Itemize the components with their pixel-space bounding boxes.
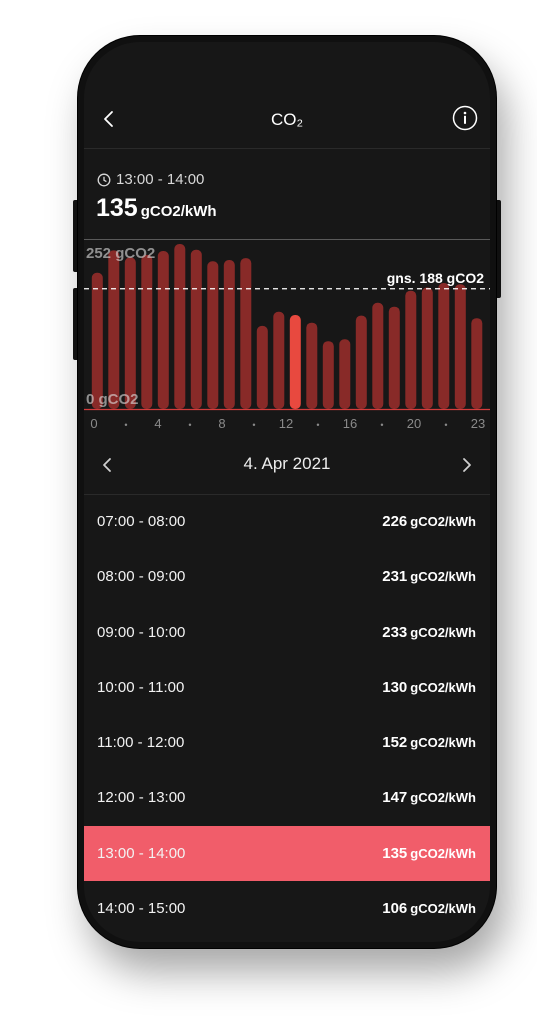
next-day-chevron-icon[interactable] <box>458 456 476 474</box>
x-tick-label: 16 <box>343 416 357 431</box>
chart-bar[interactable] <box>157 251 169 409</box>
y-min-label: 0 gCO2 <box>86 391 139 408</box>
list-item-range: 08:00 - 09:00 <box>97 568 186 586</box>
current-value: 135 gCO2/kWh <box>96 194 217 223</box>
list-item-range: 10:00 - 11:00 <box>97 678 185 696</box>
side-button-volume-down <box>73 288 79 360</box>
back-chevron-icon[interactable] <box>98 108 120 130</box>
chart-bar[interactable] <box>108 250 120 409</box>
list-item-value: 152 gCO2/kWh <box>382 734 476 752</box>
list-item[interactable]: 14:00 - 15:00 106 gCO2/kWh <box>84 881 490 936</box>
list-item[interactable]: 07:00 - 08:00 226 gCO2/kWh <box>84 494 490 549</box>
x-axis-ticks: 0 • 4 • 8 • 12 • 16 • 20 • 23 <box>90 416 485 431</box>
side-button-power <box>495 200 501 298</box>
x-tick-label: • <box>444 420 447 430</box>
x-tick-label: 4 <box>154 416 161 431</box>
time-range-text: 13:00 - 14:00 <box>116 171 205 188</box>
chart-bars <box>91 244 483 410</box>
x-tick-label: 0 <box>90 416 97 431</box>
list-item[interactable]: 12:00 - 13:00 147 gCO2/kWh <box>84 770 490 825</box>
chart-bar[interactable] <box>388 306 400 409</box>
date-label: 4. Apr 2021 <box>243 454 331 473</box>
chart-bar[interactable] <box>355 315 367 409</box>
list-item-value: 147 gCO2/kWh <box>382 789 476 807</box>
chart-bar[interactable] <box>454 284 466 409</box>
list-item-range: 12:00 - 13:00 <box>97 789 186 807</box>
list-item-range: 07:00 - 08:00 <box>97 513 186 530</box>
chart-bar[interactable] <box>421 287 433 410</box>
x-tick-label: 8 <box>218 416 225 431</box>
date-divider <box>84 494 490 495</box>
chart-bar[interactable] <box>190 249 202 409</box>
x-tick-label: 23 <box>471 416 485 431</box>
chart-bar[interactable] <box>273 311 285 409</box>
chart-bar[interactable] <box>124 257 136 409</box>
co2-bar-chart[interactable]: 252 gCO2 0 gCO2 gns. 188 gCO2 0 • 4 • 8 • 12 • 1… <box>84 238 490 438</box>
chart-bar[interactable] <box>240 258 252 409</box>
list-item[interactable]: 10:00 - 11:00 130 gCO2/kWh <box>84 660 490 715</box>
chart-bar[interactable] <box>306 322 318 409</box>
x-tick-label: • <box>252 420 255 430</box>
list-item-value: 106 gCO2/kWh <box>382 900 476 918</box>
list-item-value: 226 gCO2/kWh <box>382 513 476 530</box>
list-item-range: 13:00 - 14:00 <box>97 844 186 862</box>
side-button-volume-up <box>73 200 79 272</box>
chart-bar[interactable] <box>256 325 268 409</box>
clock-icon <box>97 173 111 186</box>
y-max-label: 252 gCO2 <box>86 245 155 262</box>
list-item-value: 231 gCO2/kWh <box>382 568 476 586</box>
selected-time-range: 13:00 - 14:00 <box>97 171 204 188</box>
x-tick-label: 12 <box>279 416 293 431</box>
app-screen: CO₂ 13:00 - 14:00 135 gCO2/kWh 252 gCO2 0… <box>84 42 490 942</box>
hourly-list: 07:00 - 08:00 226 gCO2/kWh 08:00 - 09:00 … <box>84 494 490 936</box>
x-tick-label: • <box>188 420 191 430</box>
chart-bar[interactable] <box>223 260 235 409</box>
chart-bar[interactable] <box>322 341 334 409</box>
chart-bar[interactable] <box>174 244 186 409</box>
x-tick-label: • <box>380 420 383 430</box>
chart-bar[interactable] <box>207 261 219 409</box>
average-label: gns. 188 gCO2 <box>387 270 484 286</box>
list-item-range: 09:00 - 10:00 <box>97 623 186 641</box>
nav-divider <box>84 148 490 149</box>
list-item[interactable]: 08:00 - 09:00 231 gCO2/kWh <box>84 549 490 604</box>
list-item[interactable]: 09:00 - 10:00 233 gCO2/kWh <box>84 605 490 660</box>
list-item[interactable]: 11:00 - 12:00 152 gCO2/kWh <box>84 715 490 770</box>
date-navigator: 4. Apr 2021 <box>84 442 490 488</box>
chart-bar[interactable] <box>372 302 384 409</box>
list-item-value: 233 gCO2/kWh <box>382 623 476 641</box>
info-icon[interactable] <box>452 105 478 131</box>
list-item-value: 135 gCO2/kWh <box>382 844 476 862</box>
x-tick-label: • <box>316 420 319 430</box>
chart-bar[interactable] <box>91 272 103 409</box>
page-title: CO₂ <box>270 110 304 129</box>
list-item-selected[interactable]: 13:00 - 14:00 135 gCO2/kWh <box>84 825 490 882</box>
chart-bar[interactable] <box>471 318 483 409</box>
chart-bar[interactable] <box>438 283 450 409</box>
list-item-range: 14:00 - 15:00 <box>97 900 186 918</box>
chart-bar-selected[interactable] <box>289 315 301 409</box>
previous-day-chevron-icon[interactable] <box>98 456 116 474</box>
chart-canvas: 252 gCO2 0 gCO2 gns. 188 gCO2 0 • 4 • 8 • 12 • 1… <box>84 239 490 431</box>
chart-bar[interactable] <box>339 339 351 409</box>
chart-bar[interactable] <box>141 254 153 409</box>
current-value-number: 135 <box>96 194 138 222</box>
list-item-range: 11:00 - 12:00 <box>97 734 185 752</box>
list-item-value: 130 gCO2/kWh <box>382 678 476 696</box>
current-value-unit: gCO2/kWh <box>140 203 217 220</box>
chart-bar[interactable] <box>405 290 417 409</box>
top-nav-bar: CO₂ <box>84 100 490 140</box>
x-tick-label: • <box>124 420 127 430</box>
x-tick-label: 20 <box>407 416 421 431</box>
